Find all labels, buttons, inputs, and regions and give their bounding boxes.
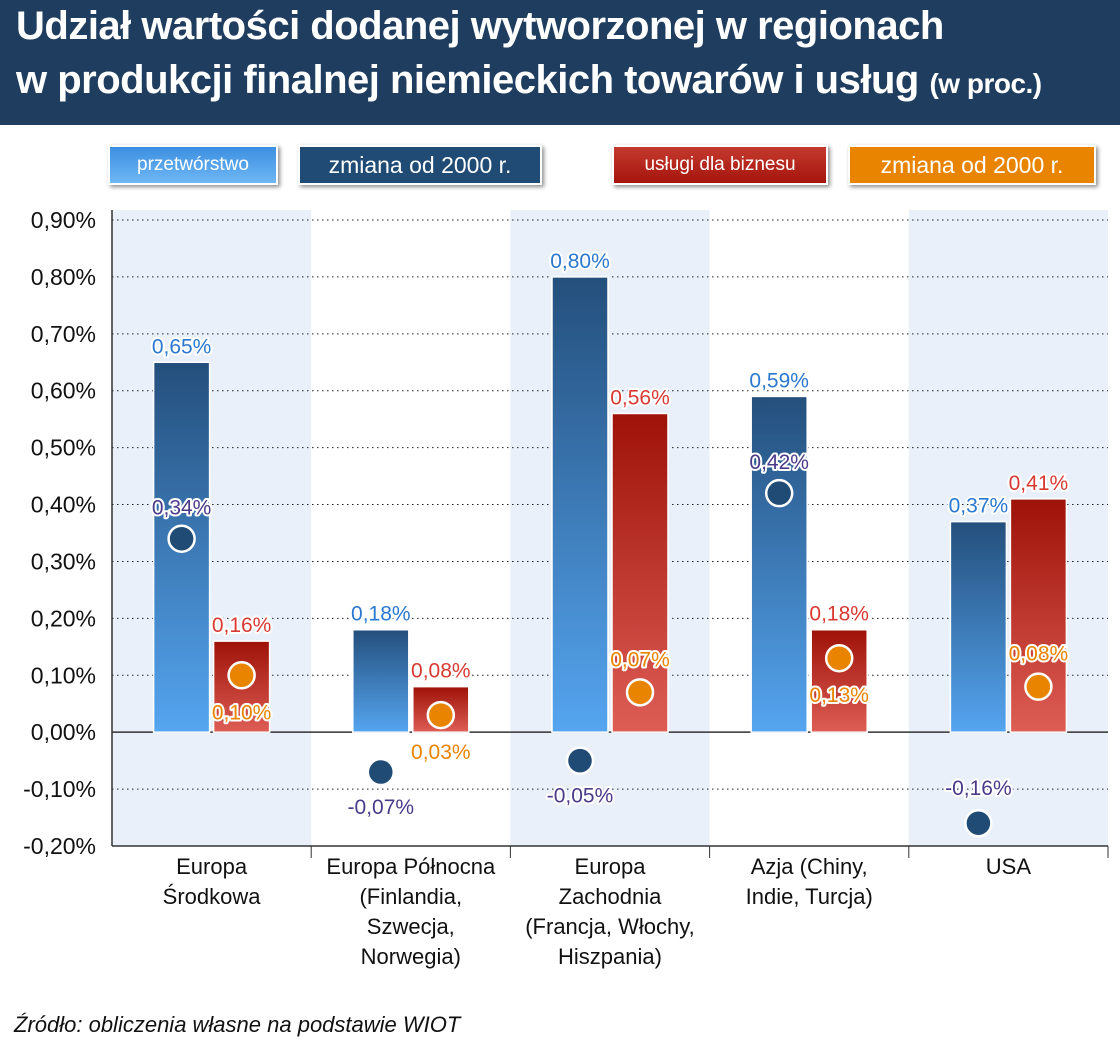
y-tick-label: -0,20% xyxy=(23,833,96,859)
category-bands xyxy=(112,210,1108,846)
data-label-manufacturing: 0,65% xyxy=(152,335,212,358)
y-tick-label: 0,40% xyxy=(31,492,96,518)
chart-title-line2: w produkcji finalnej niemieckich towarów… xyxy=(16,58,1042,103)
y-tick-label: -0,10% xyxy=(23,776,96,802)
data-label-manufacturing: 0,37% xyxy=(949,495,1009,518)
y-tick-label: 0,60% xyxy=(31,378,96,404)
point-manufacturing-change xyxy=(964,808,993,838)
bar-manufacturing xyxy=(949,520,1008,733)
data-labels: 0,65% 0,16% 0,34% 0,10% 0,18% 0,08% -0,07% 0,03… xyxy=(150,248,1070,821)
point-business-services-change xyxy=(227,661,256,690)
chart-title-line1: Udział wartości dodanej wytworzonej w re… xyxy=(16,4,944,48)
data-label-business-services: 0,16% xyxy=(212,614,272,637)
x-tick-label: (Finlandia, xyxy=(359,884,462,909)
data-label-manufacturing-change: -0,16% xyxy=(945,777,1012,800)
x-tick-label: Europa xyxy=(575,854,647,879)
data-label-business-services-change: 0,13% xyxy=(809,684,869,707)
point-business-services-change xyxy=(625,678,655,707)
x-tick-label: USA xyxy=(986,854,1032,879)
legend-item-business-services: usługi dla biznesu xyxy=(612,145,828,185)
point-business-services-change xyxy=(824,643,854,673)
x-tick-label: Zachodnia xyxy=(559,884,663,909)
data-label-business-services: 0,18% xyxy=(809,603,869,626)
data-label-manufacturing-change: -0,05% xyxy=(547,785,614,808)
y-tick-label: 0,30% xyxy=(31,548,96,574)
x-tick-label: Europa Północna xyxy=(326,854,496,879)
bar-chart: 0,90% 0,80% 0,70% 0,60% 0,50% 0,40% 0,30% 0,20%… xyxy=(23,207,1109,969)
y-tick-label: 0,90% xyxy=(31,207,96,233)
bars xyxy=(152,276,1068,733)
data-label-business-services-change: 0,08% xyxy=(1009,643,1069,666)
data-label-business-services: 0,41% xyxy=(1009,472,1069,495)
x-tick-label: Hiszpania) xyxy=(558,944,662,969)
y-tick-label: 0,10% xyxy=(31,662,96,688)
data-label-manufacturing: 0,80% xyxy=(550,250,610,273)
data-label-business-services: 0,08% xyxy=(411,660,471,683)
category-band xyxy=(112,210,312,846)
point-business-services-change xyxy=(426,700,456,730)
data-label-manufacturing-change: -0,07% xyxy=(348,796,415,819)
point-business-services-change xyxy=(1024,672,1053,701)
data-label-manufacturing-change: 0,42% xyxy=(749,451,809,474)
point-manufacturing-change xyxy=(167,524,196,553)
data-label-business-services-change: 0,07% xyxy=(610,648,670,671)
y-tick-label: 0,20% xyxy=(31,605,96,631)
chart-title-unit: (w proc.) xyxy=(929,68,1042,99)
data-label-business-services: 0,56% xyxy=(610,386,670,409)
y-tick-label: 0,00% xyxy=(31,719,96,745)
title-banner: Udział wartości dodanej wytworzonej w re… xyxy=(0,0,1120,125)
y-tick-label: 0,70% xyxy=(31,321,96,347)
change-points xyxy=(167,478,1053,838)
x-tick-label: Norwegia) xyxy=(361,944,461,969)
data-label-manufacturing-change: 0,34% xyxy=(152,497,212,520)
legend-item-manufacturing-change: zmiana od 2000 r. xyxy=(298,145,542,185)
x-axis: Europa Środkowa Europa Północna (Finlandia,… xyxy=(112,845,1109,969)
y-tick-label: 0,50% xyxy=(31,435,96,461)
data-label-manufacturing: 0,18% xyxy=(351,603,411,626)
legend-item-business-services-change: zmiana od 2000 r. xyxy=(848,145,1096,185)
x-tick-label: Europa xyxy=(176,854,248,879)
data-label-business-services-change: 0,10% xyxy=(212,701,272,724)
category-band xyxy=(510,210,710,846)
bar-manufacturing xyxy=(551,276,609,733)
category-band xyxy=(908,210,1108,846)
x-tick-label: (Francja, Włochy, xyxy=(525,914,695,939)
point-manufacturing-change xyxy=(764,478,794,508)
chart-title-line2-text: w produkcji finalnej niemieckich towarów… xyxy=(16,58,919,102)
bar-manufacturing xyxy=(750,395,808,733)
x-tick-label: Szwecja, xyxy=(367,914,455,939)
x-tick-label: Azja (Chiny, xyxy=(751,854,868,879)
data-label-business-services-change: 0,03% xyxy=(411,741,471,764)
legend-item-manufacturing: przetwórstwo xyxy=(108,145,278,185)
gridlines xyxy=(112,219,1108,847)
source-note: Źródło: obliczenia własne na podstawie W… xyxy=(14,1012,461,1037)
y-axis: 0,90% 0,80% 0,70% 0,60% 0,50% 0,40% 0,30% 0,20%… xyxy=(23,207,113,859)
x-tick-label: Środkowa xyxy=(163,884,262,909)
bar-manufacturing xyxy=(352,628,410,733)
y-tick-label: 0,80% xyxy=(31,264,96,290)
point-manufacturing-change xyxy=(366,757,396,787)
point-manufacturing-change xyxy=(565,746,595,775)
data-label-manufacturing: 0,59% xyxy=(749,369,809,392)
x-tick-label: Indie, Turcja) xyxy=(746,884,873,909)
